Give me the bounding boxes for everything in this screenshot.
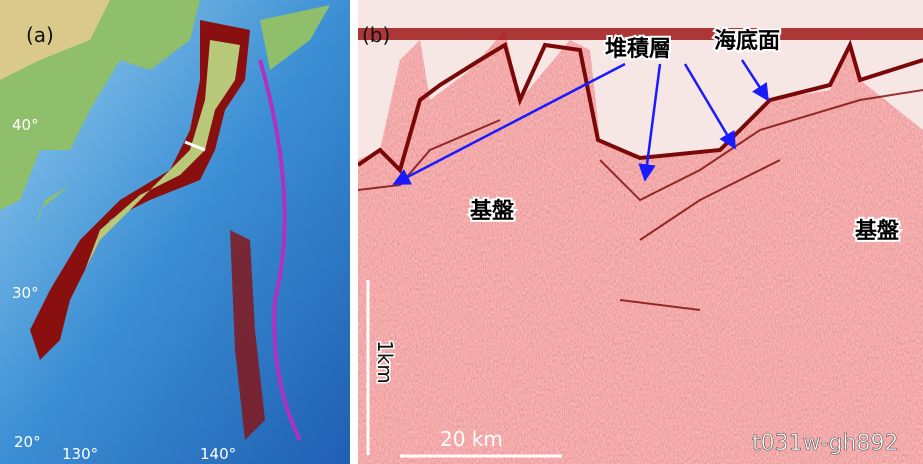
annotation: 基盤: [470, 198, 515, 224]
seismic-panel: (b) 堆積層 海底面 基盤 基盤 1km 20 km t031w-gh892: [358, 0, 923, 464]
annotation: 堆積層: [605, 37, 671, 62]
lon-label: 130°: [62, 445, 98, 463]
panel-label: (a): [26, 23, 54, 47]
figure: (a) 40° 30° 20° 130° 140° (b) 堆積層 海底面 基盤…: [0, 0, 923, 464]
horizontal-scale-label: 20 km: [440, 427, 503, 451]
map-panel: (a) 40° 30° 20° 130° 140°: [0, 0, 350, 464]
line-id: t031w-gh892: [752, 431, 898, 456]
page: {"panel_a": {"label": "(a)", "lat_labels…: [0, 0, 923, 464]
lat-label: 30°: [12, 284, 39, 302]
lon-label: 140°: [200, 445, 236, 463]
lat-label: 20°: [14, 433, 41, 451]
annotation: 基盤: [855, 218, 900, 244]
lat-label: 40°: [12, 116, 39, 134]
annotation: 海底面: [714, 28, 780, 54]
vertical-scale-label: 1km: [373, 340, 397, 384]
panel-label: (b): [362, 23, 390, 47]
